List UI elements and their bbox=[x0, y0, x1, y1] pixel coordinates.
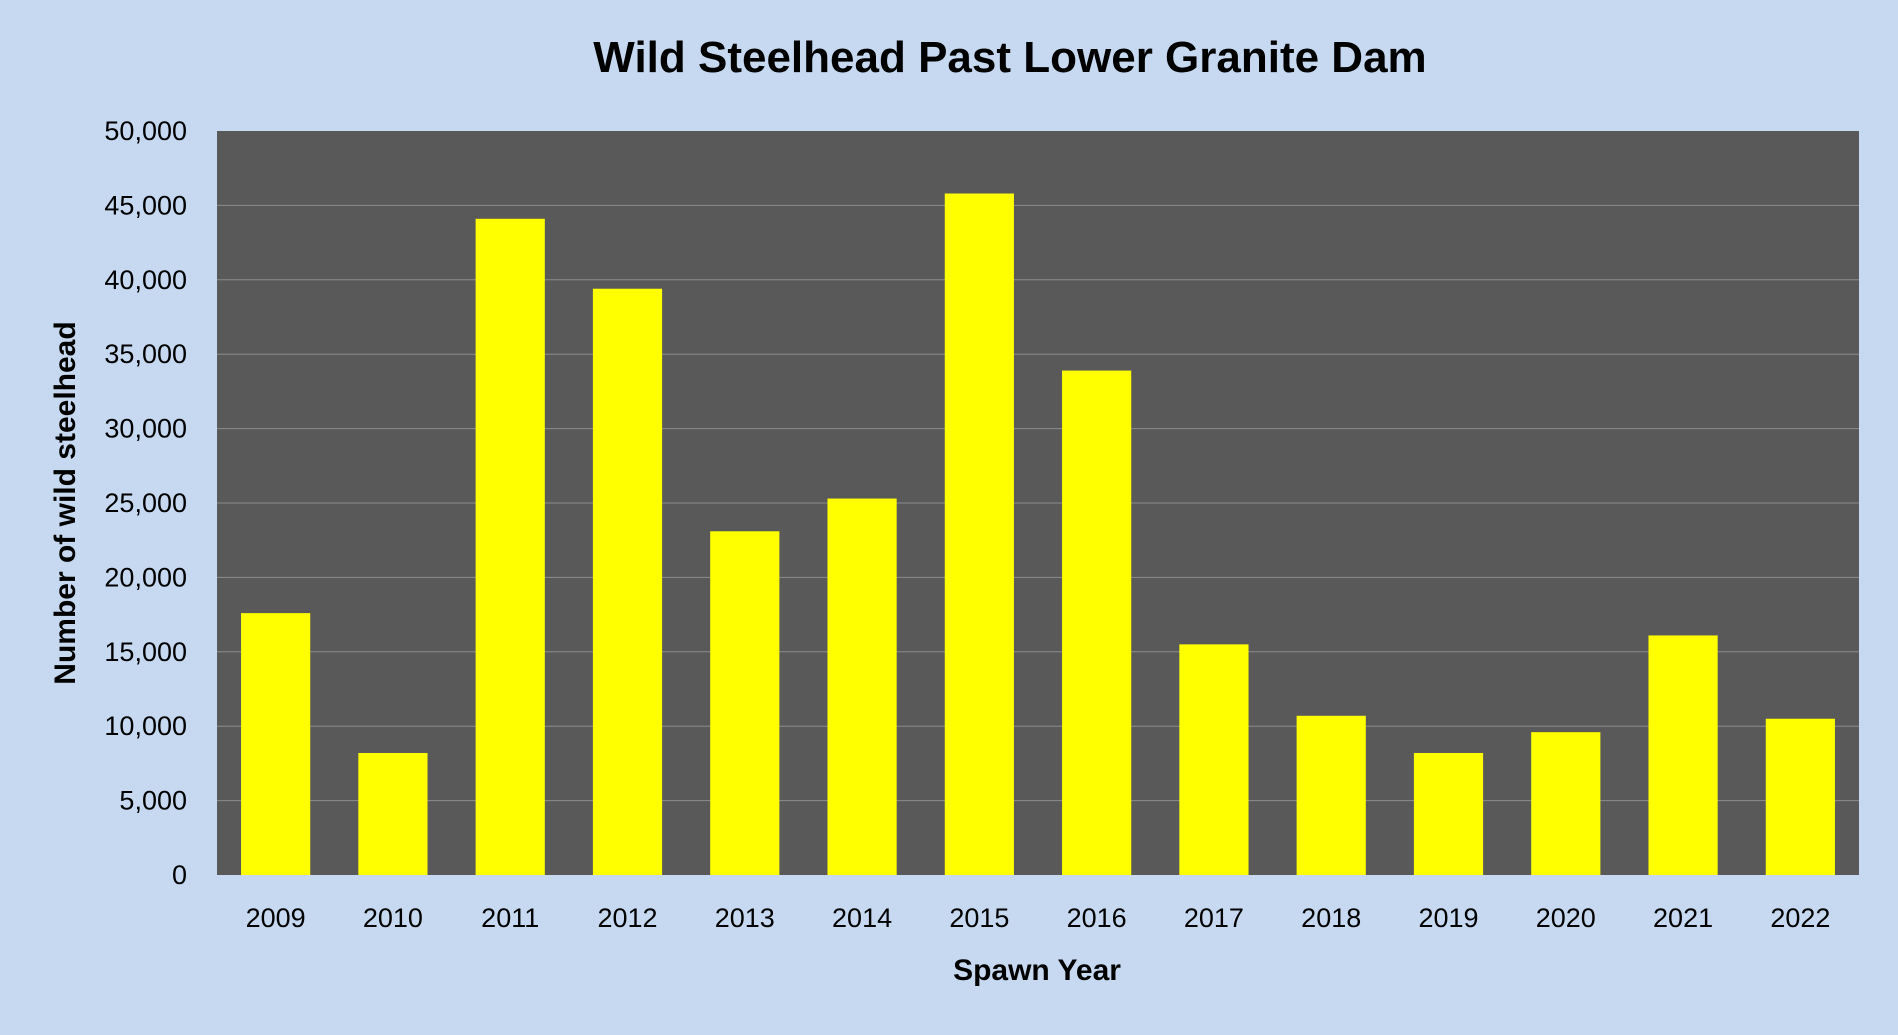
y-axis-ticks: 0 5,000 10,000 15,000 20,000 25,000 30,000 35,0… bbox=[104, 116, 187, 890]
bar-2021 bbox=[1648, 635, 1718, 875]
y-tick-label: 20,000 bbox=[104, 562, 187, 592]
x-tick-label: 2017 bbox=[1184, 903, 1244, 933]
bar-2020 bbox=[1531, 732, 1601, 875]
bar-2010 bbox=[358, 752, 428, 875]
y-tick-label: 0 bbox=[172, 860, 187, 890]
x-tick-label: 2013 bbox=[715, 903, 775, 933]
y-tick-label: 35,000 bbox=[104, 339, 187, 369]
x-tick-label: 2014 bbox=[832, 903, 892, 933]
x-tick-label: 2010 bbox=[363, 903, 423, 933]
x-tick-label: 2015 bbox=[949, 903, 1009, 933]
x-tick-label: 2016 bbox=[1067, 903, 1127, 933]
x-axis-ticks: 2009 2010 2011 2012 2013 2014 2015 2016 2017 2018… bbox=[246, 903, 1831, 933]
bar-2012 bbox=[592, 288, 663, 875]
chart-title: Wild Steelhead Past Lower Granite Dam bbox=[593, 33, 1426, 82]
x-axis-title: Spawn Year bbox=[953, 954, 1121, 987]
bar-2022 bbox=[1765, 718, 1835, 875]
x-tick-label: 2022 bbox=[1770, 903, 1830, 933]
bars bbox=[241, 193, 1835, 876]
y-tick-label: 5,000 bbox=[119, 786, 187, 816]
bar-2016 bbox=[1062, 370, 1132, 875]
y-tick-label: 15,000 bbox=[104, 637, 187, 667]
y-tick-label: 25,000 bbox=[104, 488, 187, 518]
bar-2011 bbox=[475, 218, 545, 876]
y-tick-label: 50,000 bbox=[104, 116, 187, 146]
x-tick-label: 2019 bbox=[1418, 903, 1478, 933]
x-tick-label: 2009 bbox=[246, 903, 306, 933]
x-tick-label: 2012 bbox=[597, 903, 657, 933]
bar-2015 bbox=[944, 193, 1014, 876]
bar-2017 bbox=[1179, 644, 1249, 875]
y-axis-title: Number of wild steelhead bbox=[49, 321, 82, 684]
bar-2019 bbox=[1413, 752, 1484, 875]
bar-2013 bbox=[710, 531, 780, 875]
x-tick-label: 2018 bbox=[1301, 903, 1361, 933]
bar-2009 bbox=[241, 613, 311, 875]
x-tick-label: 2020 bbox=[1536, 903, 1596, 933]
y-tick-label: 45,000 bbox=[104, 190, 187, 220]
y-tick-label: 30,000 bbox=[104, 414, 187, 444]
x-tick-label: 2011 bbox=[481, 903, 539, 933]
y-tick-label: 10,000 bbox=[104, 711, 187, 741]
x-tick-label: 2021 bbox=[1653, 903, 1713, 933]
bar-2018 bbox=[1296, 715, 1366, 875]
y-tick-label: 40,000 bbox=[104, 265, 187, 295]
bar-2014 bbox=[827, 498, 897, 875]
